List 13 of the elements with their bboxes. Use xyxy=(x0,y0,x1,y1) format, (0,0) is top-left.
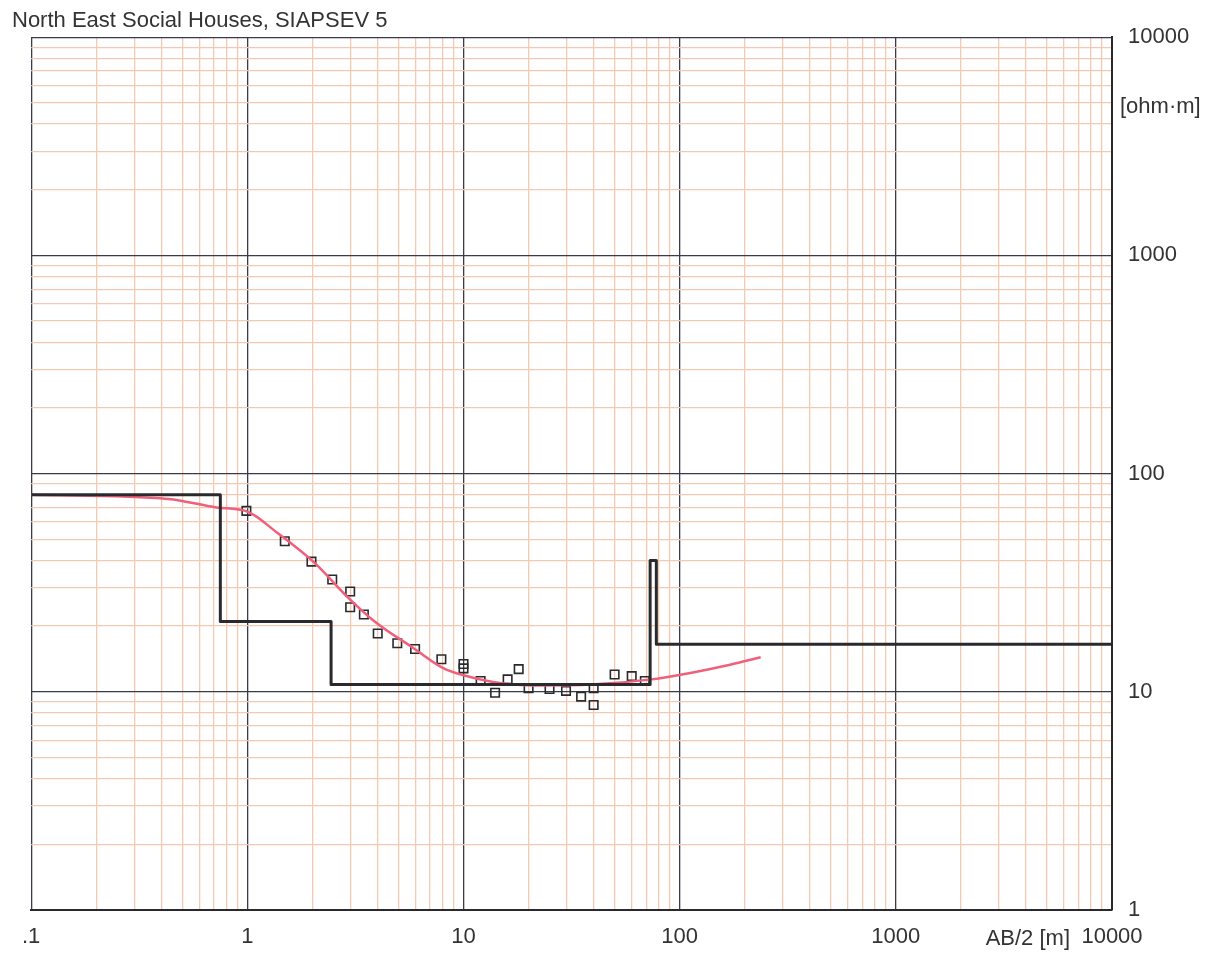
x-tick-label: 10 xyxy=(451,923,476,949)
y-tick-label: 10000 xyxy=(1128,23,1190,49)
chart-title: North East Social Houses, SIAPSEV 5 xyxy=(12,7,388,33)
y-axis-title: [ohm·m] xyxy=(1120,93,1201,119)
y-tick-label: 1 xyxy=(1128,896,1141,922)
y-tick-label: 100 xyxy=(1128,459,1165,485)
y-tick-label: 10 xyxy=(1128,677,1153,703)
x-tick-label: .1 xyxy=(21,923,41,949)
x-tick-label: 1 xyxy=(241,923,254,949)
x-tick-label: 100 xyxy=(661,923,699,949)
x-axis-title: AB/2 [m] xyxy=(985,925,1070,951)
x-tick-label: 1000 xyxy=(871,923,921,949)
y-tick-label: 1000 xyxy=(1128,241,1177,267)
